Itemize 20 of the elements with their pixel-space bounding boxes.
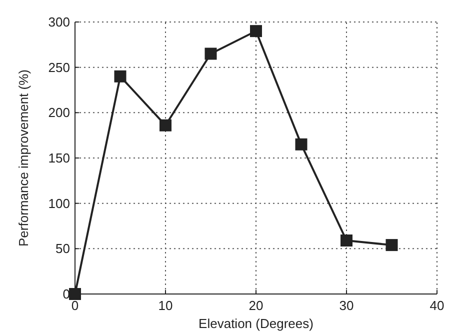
- x-tick-label: 10: [158, 298, 173, 313]
- y-axis-title: Performance improvement (%): [16, 70, 31, 246]
- y-tick-label: 250: [48, 60, 70, 75]
- x-tick-label: 20: [248, 298, 264, 313]
- y-tick-label: 150: [48, 150, 70, 166]
- point: [386, 239, 398, 252]
- y-tick-label: 300: [48, 14, 70, 30]
- y-tick-label: 50: [56, 241, 70, 256]
- x-tick-label: 40: [430, 298, 444, 313]
- point: [250, 25, 262, 38]
- y-tick-label: 200: [48, 105, 70, 120]
- x-tick-label: 30: [339, 298, 354, 313]
- point: [69, 288, 81, 300]
- point: [295, 138, 308, 150]
- x-axis-title: Elevation (Degrees): [198, 316, 314, 331]
- point: [340, 234, 352, 247]
- y-tick-label: 100: [48, 196, 70, 211]
- point: [204, 48, 217, 60]
- point: [114, 70, 126, 82]
- point: [160, 119, 172, 132]
